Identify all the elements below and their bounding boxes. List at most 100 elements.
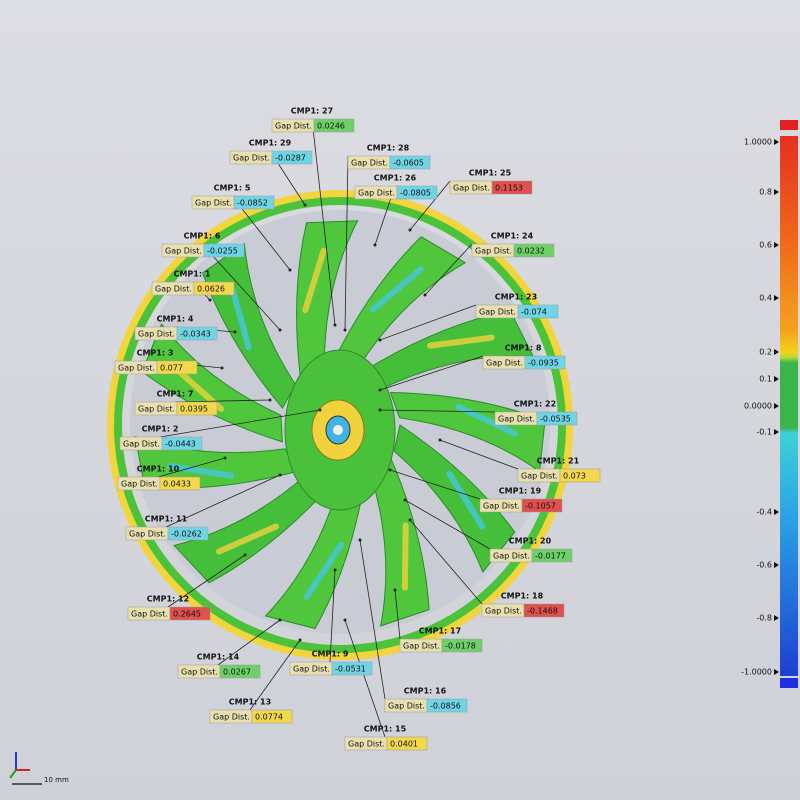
value-bg <box>271 150 313 165</box>
leader-point <box>373 243 377 247</box>
value-bg <box>531 548 573 563</box>
gap-value: -0.0255 <box>207 247 238 256</box>
blade-highlight <box>166 463 235 479</box>
field-label: Gap Dist. <box>293 665 330 674</box>
annotation: CMP1: 14 Gap Dist. 0.0267 <box>177 653 261 679</box>
leader-point <box>233 330 237 334</box>
annotation-label: CMP1: 21 <box>537 457 580 466</box>
scale-marker <box>774 403 779 409</box>
scale-marker <box>774 376 779 382</box>
leader-point <box>378 338 382 342</box>
leader-point <box>220 366 224 370</box>
blade <box>370 456 430 627</box>
gap-value: -0.074 <box>521 308 547 317</box>
gap-value: 0.1153 <box>495 184 523 193</box>
leader-line <box>439 439 519 470</box>
axis-y <box>9 769 17 779</box>
leader-line <box>409 519 483 605</box>
gap-value: -0.0178 <box>445 642 476 651</box>
value-bg <box>159 476 201 491</box>
value-bg <box>176 401 218 416</box>
scale-marker <box>774 242 779 248</box>
blade <box>141 323 283 443</box>
gap-value: 0.077 <box>160 364 183 373</box>
annotation-label: CMP1: 9 <box>312 650 349 659</box>
field-label: Gap Dist. <box>475 247 512 256</box>
leader-point <box>378 388 382 392</box>
annotation-label: CMP1: 22 <box>514 400 556 409</box>
scale-marker <box>774 562 779 568</box>
field-label: Gap Dist. <box>195 199 232 208</box>
annotation: CMP1: 9 Gap Dist. -0.0531 <box>289 650 373 676</box>
gap-value: -0.0856 <box>430 702 461 711</box>
field-label: Gap Dist. <box>521 472 558 481</box>
scale-marker <box>774 509 779 515</box>
annotation: CMP1: 16 Gap Dist. -0.0856 <box>384 687 468 713</box>
field-label: Gap Dist. <box>155 285 192 294</box>
field-label: Gap Dist. <box>131 610 168 619</box>
value-bg <box>176 326 218 341</box>
leader-line <box>329 569 336 663</box>
scale-label: -1.0000 <box>741 668 772 677</box>
leader-point <box>408 518 412 522</box>
field-label: Gap Dist. <box>213 713 250 722</box>
leader-line <box>404 499 491 550</box>
blade-highlight <box>427 334 495 349</box>
annotation: CMP1: 15 Gap Dist. 0.0401 <box>344 725 428 751</box>
annotation-label: CMP1: 26 <box>374 174 417 183</box>
leader-line <box>379 409 496 413</box>
gradient <box>780 136 798 676</box>
over-range <box>780 120 798 130</box>
gap-value: -0.0343 <box>180 330 211 339</box>
annotation-label: CMP1: 17 <box>419 627 461 636</box>
under-range <box>780 678 798 688</box>
leader-point <box>298 638 302 642</box>
field-label: Gap Dist. <box>483 502 520 511</box>
field-label: Gap Dist. <box>388 702 425 711</box>
scale-marker <box>774 295 779 301</box>
field-label: Gap Dist. <box>479 308 516 317</box>
gap-value: 0.073 <box>563 472 586 481</box>
leader-line <box>379 304 477 341</box>
value-bg <box>193 281 235 296</box>
scale-label: 1.0000 <box>744 138 772 147</box>
field-label: Gap Dist. <box>181 668 218 677</box>
scale-label: 0.2 <box>759 348 772 357</box>
gap-value: -0.0287 <box>275 154 306 163</box>
value-bg <box>169 606 211 621</box>
value-bg <box>536 411 578 426</box>
annotation-label: CMP1: 7 <box>157 390 194 399</box>
annotation: CMP1: 7 Gap Dist. 0.0395 <box>134 390 218 416</box>
field-label: Gap Dist. <box>123 440 160 449</box>
value-bg <box>161 436 203 451</box>
annotation: CMP1: 11 Gap Dist. -0.0262 <box>125 515 209 541</box>
leader-line <box>379 355 484 391</box>
annotation-label: CMP1: 11 <box>145 515 188 524</box>
annotation-label: CMP1: 13 <box>229 698 271 707</box>
leader-line <box>157 457 226 478</box>
annotation-label: CMP1: 10 <box>137 465 180 474</box>
leader-line <box>217 619 281 666</box>
leader-line <box>344 619 386 738</box>
value-bg <box>156 360 198 375</box>
value-bg <box>491 180 533 195</box>
blade-highlight <box>401 522 409 591</box>
annotation: CMP1: 27 Gap Dist. 0.0246 <box>271 107 355 133</box>
field-label: Gap Dist. <box>121 480 158 489</box>
annotation: CMP1: 3 Gap Dist. 0.077 <box>114 349 198 375</box>
leader-line <box>424 243 473 296</box>
gap-value: -0.0805 <box>400 189 431 198</box>
leader-point <box>403 498 407 502</box>
annotation: CMP1: 5 Gap Dist. -0.0852 <box>191 184 275 210</box>
leader-point <box>423 293 427 297</box>
field-label: Gap Dist. <box>486 359 523 368</box>
leader-line <box>389 469 481 500</box>
color-bar <box>780 120 798 688</box>
field-label: Gap Dist. <box>453 184 490 193</box>
value-bg <box>521 498 563 513</box>
scale-marker <box>774 429 779 435</box>
scale-label: -0.8 <box>756 614 772 623</box>
annotation: CMP1: 10 Gap Dist. 0.0433 <box>117 465 201 491</box>
annotation: CMP1: 13 Gap Dist. 0.0774 <box>209 698 293 724</box>
field-label: Gap Dist. <box>165 247 202 256</box>
